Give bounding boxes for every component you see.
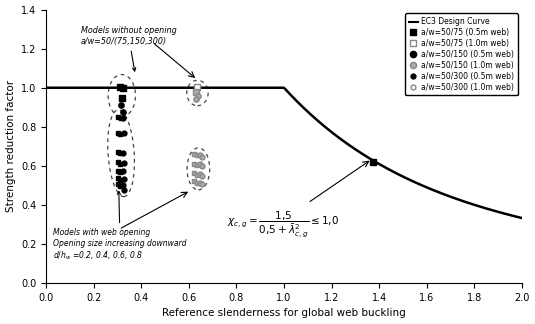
Y-axis label: Strength reduction factor: Strength reduction factor — [5, 80, 16, 213]
Legend: EC3 Design Curve, a/w=50/75 (0.5m web), a/w=50/75 (1.0m web), a/w=50/150 (0.5m w: EC3 Design Curve, a/w=50/75 (0.5m web), … — [405, 13, 518, 96]
Text: $\chi_{c,g} = \dfrac{1{,}5}{0{,}5+\bar{\lambda}_{c,g}^{2}} \leq 1{,}0$: $\chi_{c,g} = \dfrac{1{,}5}{0{,}5+\bar{\… — [227, 209, 339, 238]
Text: Models without opening
a/w=50/(75,150,300): Models without opening a/w=50/(75,150,30… — [81, 26, 177, 71]
Text: Models with web opening
Opening size increasing downward
$d/h_w$ =0.2, 0.4, 0.6,: Models with web opening Opening size inc… — [54, 191, 187, 262]
X-axis label: Reference slenderness for global web buckling: Reference slenderness for global web buc… — [162, 308, 406, 318]
